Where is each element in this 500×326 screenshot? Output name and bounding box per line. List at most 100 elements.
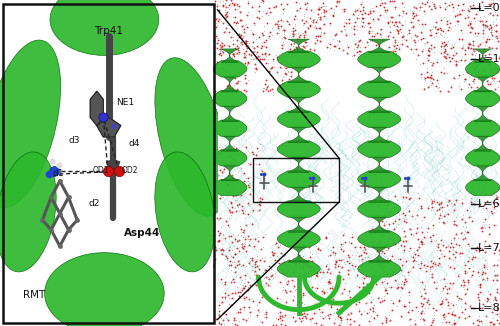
Point xyxy=(357,18,365,23)
Text: d4: d4 xyxy=(128,139,140,148)
Point xyxy=(234,309,241,315)
Point xyxy=(237,289,245,295)
Point xyxy=(255,16,263,21)
Point xyxy=(464,229,471,234)
Point xyxy=(230,143,237,149)
Point xyxy=(304,263,312,268)
Point xyxy=(240,34,248,39)
Point xyxy=(226,207,234,213)
Point xyxy=(444,52,452,58)
Point xyxy=(248,263,256,269)
Point xyxy=(402,10,410,16)
Point xyxy=(212,152,220,157)
Point xyxy=(420,317,428,322)
Point xyxy=(254,239,262,244)
Point xyxy=(466,303,474,308)
Point xyxy=(353,8,361,13)
Point xyxy=(434,29,442,35)
Point xyxy=(374,254,382,259)
Point xyxy=(295,252,303,258)
Point xyxy=(419,36,427,41)
Point xyxy=(454,11,462,17)
Point xyxy=(423,300,431,305)
Point xyxy=(364,20,372,25)
Point xyxy=(398,272,406,277)
Point xyxy=(490,296,498,301)
Point xyxy=(326,20,334,25)
Point xyxy=(262,86,270,91)
Point xyxy=(240,297,248,303)
Point xyxy=(464,7,472,13)
Point xyxy=(358,256,366,261)
Point xyxy=(406,318,413,323)
Point xyxy=(336,314,344,319)
Polygon shape xyxy=(278,81,320,97)
Point xyxy=(318,267,326,272)
Point xyxy=(215,173,223,178)
Point xyxy=(440,314,448,319)
Point xyxy=(392,277,400,283)
Point xyxy=(416,262,424,267)
Point xyxy=(390,23,398,28)
Point xyxy=(230,15,238,20)
Point xyxy=(404,43,411,49)
Polygon shape xyxy=(288,216,310,232)
Point xyxy=(219,50,227,55)
Point xyxy=(232,236,239,241)
Point xyxy=(348,10,356,15)
Point xyxy=(380,286,388,291)
Point xyxy=(346,309,354,314)
Point xyxy=(326,278,334,283)
Point xyxy=(218,299,226,304)
Point xyxy=(217,236,225,241)
Point xyxy=(414,191,422,196)
Point xyxy=(486,319,494,324)
Point xyxy=(458,38,466,43)
Point xyxy=(416,195,424,200)
Point xyxy=(324,281,332,287)
Polygon shape xyxy=(221,165,238,181)
Point xyxy=(296,236,304,241)
Point xyxy=(231,288,239,293)
Point xyxy=(232,86,240,91)
Point xyxy=(492,29,500,34)
Point xyxy=(332,0,340,2)
Point xyxy=(420,77,428,82)
Point xyxy=(322,15,330,21)
Point xyxy=(426,28,434,33)
Point xyxy=(322,9,330,14)
Point xyxy=(384,225,392,230)
Point xyxy=(290,293,298,299)
Point xyxy=(435,3,443,8)
Point xyxy=(334,313,342,318)
Point xyxy=(374,296,382,301)
Point xyxy=(213,23,221,28)
Point xyxy=(440,39,448,45)
Polygon shape xyxy=(358,171,401,187)
Point xyxy=(406,323,414,326)
Point xyxy=(474,68,482,74)
Point xyxy=(449,263,457,268)
Point xyxy=(463,13,471,18)
Point xyxy=(254,53,262,58)
Point xyxy=(230,194,237,199)
Point xyxy=(370,230,378,235)
Point xyxy=(434,282,442,288)
Point xyxy=(326,280,334,285)
Point xyxy=(360,51,368,56)
Point xyxy=(275,265,283,270)
Polygon shape xyxy=(474,105,492,122)
Point xyxy=(438,240,446,245)
Point xyxy=(320,10,328,15)
Point xyxy=(408,10,416,15)
Point xyxy=(256,207,264,212)
Point xyxy=(390,0,398,3)
Point xyxy=(350,323,358,326)
Point xyxy=(408,24,416,29)
Point xyxy=(217,150,225,155)
Point xyxy=(375,241,383,246)
Point xyxy=(409,253,417,258)
Point xyxy=(454,243,462,248)
Point xyxy=(276,311,284,316)
Point xyxy=(270,64,278,69)
